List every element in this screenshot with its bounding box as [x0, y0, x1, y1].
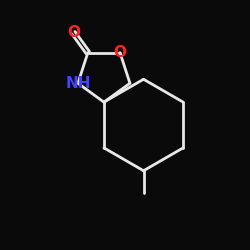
Text: O: O [67, 25, 80, 40]
Text: O: O [114, 45, 126, 60]
Text: NH: NH [65, 76, 91, 91]
